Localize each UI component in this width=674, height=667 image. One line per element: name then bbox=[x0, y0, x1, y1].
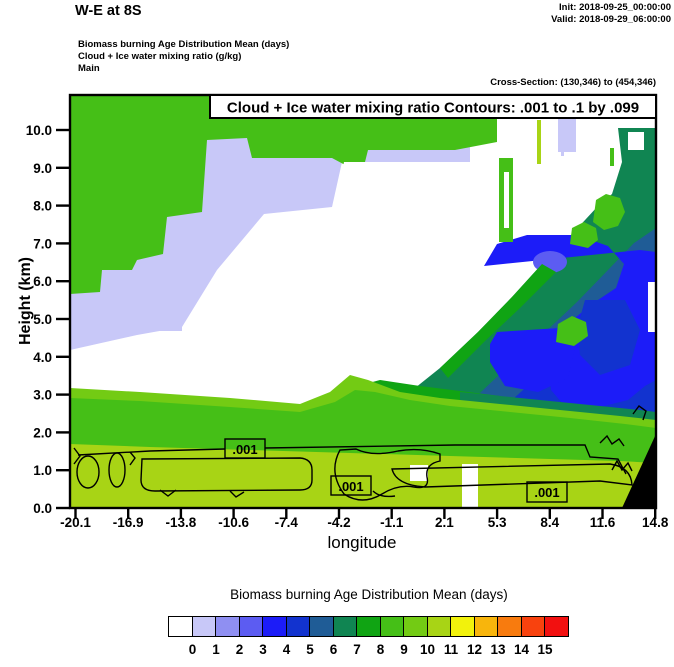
x-tick-label: 2.1 bbox=[435, 515, 454, 530]
field-subtitles: Biomass burning Age Distribution Mean (d… bbox=[78, 39, 289, 75]
y-tick-label: 3.0 bbox=[33, 388, 52, 403]
x-tick-label: -7.4 bbox=[275, 515, 299, 530]
x-tick-label: -10.6 bbox=[218, 515, 249, 530]
y-tick-label: 9.0 bbox=[33, 161, 52, 176]
y-tick-label: 7.0 bbox=[33, 236, 52, 251]
region-blue-blob bbox=[490, 328, 575, 392]
svg-text:.001: .001 bbox=[534, 485, 559, 500]
region-white-slot bbox=[504, 172, 509, 228]
colorbar-cell-2 bbox=[215, 616, 240, 637]
contour-label-3: .001 bbox=[526, 481, 568, 503]
colorbar-tick-label: 8 bbox=[376, 642, 385, 657]
y-tick-label: 8.0 bbox=[33, 199, 52, 214]
colorbar-cell-7 bbox=[332, 616, 357, 637]
y-tick-label: 0.0 bbox=[33, 501, 52, 516]
colorbar-tick-label: 1 bbox=[212, 642, 220, 657]
region-green-blob-3 bbox=[556, 316, 588, 346]
region-green-blob-1 bbox=[593, 194, 625, 230]
colorbar-tick-label: 5 bbox=[306, 642, 314, 657]
colorbar-tick-label: 7 bbox=[353, 642, 361, 657]
colorbar-cell-5 bbox=[285, 616, 310, 637]
colorbar-cell-13 bbox=[473, 616, 498, 637]
colorbar-tick-label: 6 bbox=[329, 642, 338, 657]
colorbar-cell-4 bbox=[262, 616, 287, 637]
colorbar-cell-11 bbox=[426, 616, 451, 637]
colorbar-tick-label: 3 bbox=[259, 642, 267, 657]
colorbar-cell-1 bbox=[191, 616, 216, 637]
subtitle-shaded-field: Biomass burning Age Distribution Mean (d… bbox=[78, 39, 290, 50]
region-thin-green-line bbox=[610, 148, 614, 166]
colorbar-tick-label: 13 bbox=[490, 642, 506, 657]
cross-section-coords: Cross-Section: (130,346) to (454,346) bbox=[490, 77, 656, 88]
init-time: Init: 2018-09-25_00:00:00 bbox=[559, 2, 671, 13]
colorbar-cell-14 bbox=[497, 616, 522, 637]
terrain-wedge bbox=[622, 434, 656, 508]
svg-text:.001: .001 bbox=[232, 442, 257, 457]
axis-ticks bbox=[56, 128, 657, 519]
x-tick-label: -13.8 bbox=[166, 515, 197, 530]
svg-text:Cloud + Ice water mixing ratio: Cloud + Ice water mixing ratio Contours:… bbox=[227, 100, 639, 117]
page-title: W-E at 8S bbox=[75, 3, 142, 19]
colorbar-cell-12 bbox=[450, 616, 475, 637]
colorbar-tick-label: 0 bbox=[188, 642, 197, 657]
colorbar-cell-3 bbox=[238, 616, 263, 637]
y-tick-label: 1.0 bbox=[33, 463, 52, 478]
x-tick-label: -16.9 bbox=[113, 515, 144, 530]
region-white-notch-right bbox=[648, 282, 656, 332]
subtitle-contour-field: Cloud + Ice water mixing ratio (g/kg) bbox=[78, 51, 242, 62]
x-tick-label: -20.1 bbox=[60, 515, 91, 530]
region-white-gap-2 bbox=[410, 465, 428, 481]
run-times: Init: 2018-09-25_00:00:00 Valid: 2018-09… bbox=[551, 2, 671, 25]
colorbar-title: Biomass burning Age Distribution Mean (d… bbox=[230, 587, 508, 602]
contour-info-box: Cloud + Ice water mixing ratio Contours:… bbox=[209, 94, 657, 119]
y-tick-label: 10.0 bbox=[26, 123, 52, 138]
region-green-fringe bbox=[440, 264, 556, 378]
colorbar-cell-10 bbox=[403, 616, 428, 637]
y-tick-label: 2.0 bbox=[33, 425, 52, 440]
x-tick-label: 8.4 bbox=[540, 515, 559, 530]
colorbar-tick-label: 12 bbox=[466, 642, 483, 657]
region-lavender-speck bbox=[160, 318, 182, 331]
colorbar-tick-label: 11 bbox=[443, 642, 459, 657]
x-tick-label: -1.1 bbox=[380, 515, 404, 530]
region-thin-yellowgreen-line bbox=[537, 120, 541, 164]
colorbar-cell-9 bbox=[379, 616, 404, 637]
colorbar-cell-8 bbox=[356, 616, 381, 637]
region-thin-lavender-line bbox=[561, 120, 564, 156]
region-green-blob-2 bbox=[570, 222, 598, 248]
colorbar-tick-label: 9 bbox=[400, 642, 408, 657]
colorbar-cell-15 bbox=[520, 616, 545, 637]
colorbar bbox=[168, 616, 569, 637]
x-axis-title: longitude bbox=[327, 533, 397, 552]
region-navy-inner bbox=[578, 300, 640, 375]
mixing-ratio-contours bbox=[73, 405, 647, 501]
y-tick-label: 5.0 bbox=[33, 312, 52, 327]
filled-contour-regions: .001 .001 .001 bbox=[70, 95, 656, 508]
colorbar-tick-label: 15 bbox=[537, 642, 553, 657]
y-tick-label: 4.0 bbox=[33, 350, 52, 365]
contour-label-1: .001 bbox=[224, 438, 266, 459]
cross-section-plot: .001 .001 .001 0.0 1.0 2.0 3.0 4.0 5.0 6.0 7.0 8… bbox=[26, 93, 669, 530]
region-lavender-patch bbox=[558, 118, 576, 152]
subtitle-domain: Main bbox=[78, 63, 100, 74]
colorbar-tick-label: 4 bbox=[282, 642, 291, 657]
region-top-green bbox=[70, 95, 497, 294]
colorbar-cell-6 bbox=[309, 616, 334, 637]
x-tick-label: 11.6 bbox=[590, 515, 616, 530]
y-tick-label: 6.0 bbox=[33, 274, 52, 289]
x-tick-label: -4.2 bbox=[327, 515, 350, 530]
colorbar-cell-0 bbox=[168, 616, 193, 637]
colorbar-tick-label: 2 bbox=[235, 642, 244, 657]
x-tick-label: 14.8 bbox=[642, 515, 669, 530]
x-tick-label: 5.3 bbox=[488, 515, 507, 530]
contour-label-2: .001 bbox=[330, 475, 372, 496]
region-white-notch-top bbox=[628, 132, 644, 150]
colorbar-cell-16 bbox=[544, 616, 569, 637]
svg-text:.001: .001 bbox=[338, 479, 363, 494]
axis-tick-labels: 0.0 1.0 2.0 3.0 4.0 5.0 6.0 7.0 8.0 9.0 10.0 -20.1 -… bbox=[26, 123, 669, 530]
colorbar-tick-label: 14 bbox=[513, 642, 530, 657]
valid-time: Valid: 2018-09-29_06:00:00 bbox=[551, 13, 671, 25]
colorbar-tick-label: 10 bbox=[419, 642, 436, 657]
